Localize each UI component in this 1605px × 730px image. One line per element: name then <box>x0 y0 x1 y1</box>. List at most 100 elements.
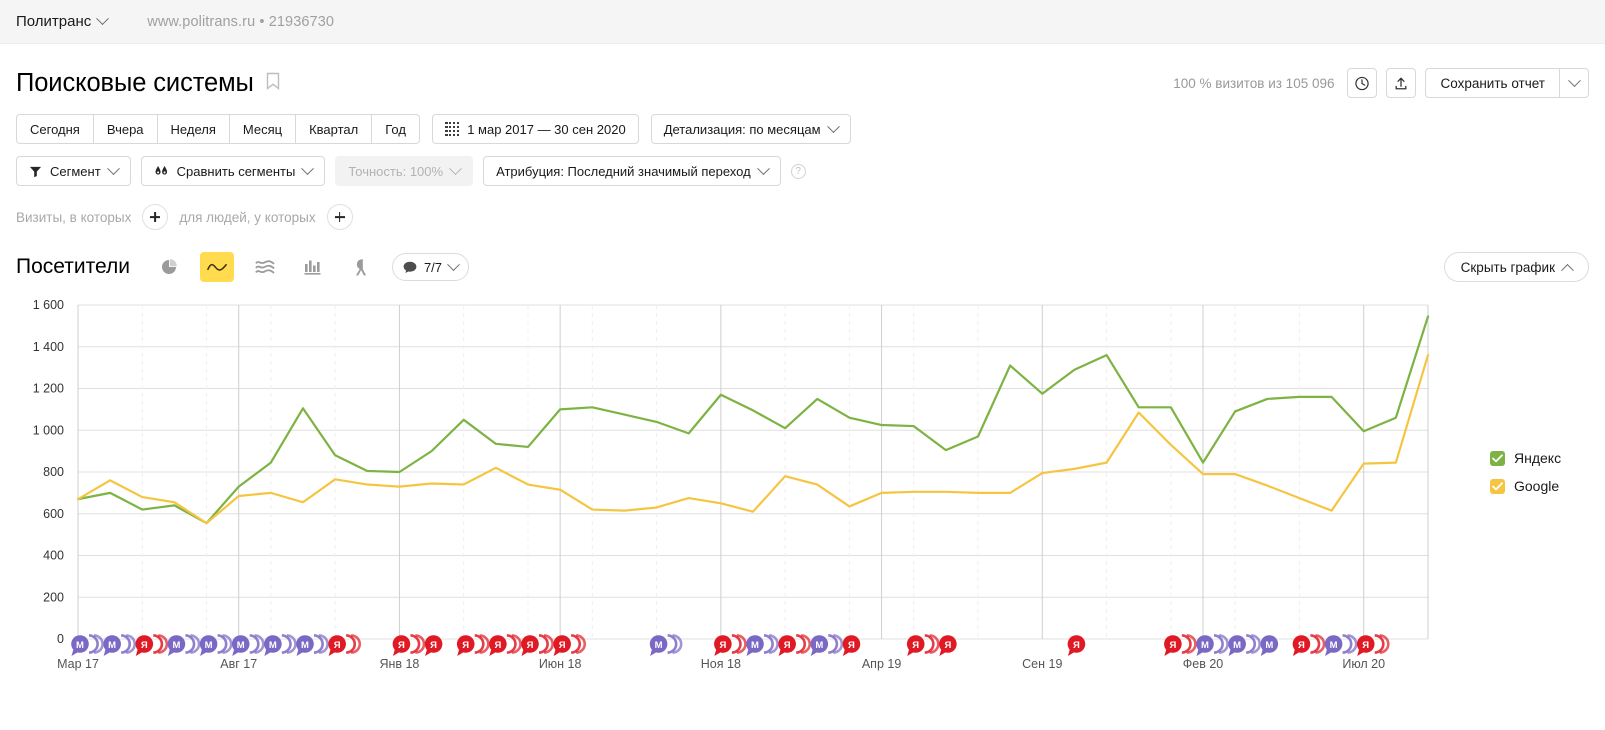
report-title-row: Поисковые системы 100 % визитов из 105 0… <box>0 44 1605 100</box>
detail-level-selector[interactable]: Детализация: по месяцам <box>650 114 851 144</box>
hide-chart-button[interactable]: Скрыть график <box>1443 252 1589 282</box>
chart-annotation-marker[interactable]: Я <box>842 635 861 656</box>
compare-segments-button[interactable]: Сравнить сегменты <box>140 156 326 186</box>
annotation-glyph: M <box>301 640 309 651</box>
chart-annotation-marker[interactable]: M <box>103 634 137 656</box>
y-axis-tick-label: 200 <box>43 590 64 604</box>
annotation-glyph: Я <box>912 640 919 651</box>
chevron-down-icon <box>1567 73 1581 87</box>
chart-annotation-marker[interactable]: M <box>1260 635 1279 656</box>
chart-toolbar: Посетители <box>0 230 1605 282</box>
chart-annotation-marker[interactable]: M <box>1196 634 1229 656</box>
visits-info: 100 % визитов из 105 096 <box>1173 75 1335 91</box>
chart-annotation-marker[interactable]: Я <box>489 634 522 656</box>
chart-annotation-marker[interactable]: M <box>746 634 779 656</box>
chart-annotation-marker[interactable]: M <box>199 634 233 656</box>
x-axis-tick-label: Апр 19 <box>862 657 901 671</box>
legend-item-google[interactable]: Google <box>1490 478 1561 494</box>
accuracy-label: Точность: 100% <box>348 163 444 179</box>
pie-chart-icon-button[interactable] <box>152 252 186 282</box>
site-selector[interactable]: Политранс <box>16 12 110 30</box>
clock-history-icon-button[interactable] <box>1347 68 1378 98</box>
chart-annotation-marker[interactable]: M <box>1324 634 1358 656</box>
date-range-value: 1 мар 2017 — 30 сен 2020 <box>467 121 626 137</box>
chart-annotation-marker[interactable]: M <box>264 634 297 656</box>
chart-annotation-marker[interactable]: M <box>1228 634 1262 656</box>
visitors-line-chart[interactable]: 0 200 400 600 800 1 000 1 200 1 400 1 600 Мар 17 А… <box>0 296 1605 676</box>
chart-annotation-marker[interactable]: Я <box>906 634 940 656</box>
attribution-selector[interactable]: Атрибуция: Последний значимый переход <box>483 156 781 186</box>
question-mark-icon[interactable]: ? <box>790 163 806 179</box>
map-pin-icon-button[interactable] <box>344 252 378 282</box>
metric-title: Посетители <box>16 255 130 278</box>
chart-annotation-marker[interactable]: Я <box>778 634 812 656</box>
save-report-dropdown-button[interactable] <box>1559 68 1589 98</box>
calendar-grid-icon <box>444 121 460 137</box>
chevron-down-icon <box>447 257 460 271</box>
add-visit-condition-button[interactable] <box>142 204 169 230</box>
filters-toolbar: Сегмент Сравнить сегменты Точность: 100%… <box>0 144 1605 186</box>
bar-chart-icon-button[interactable] <box>296 252 330 282</box>
quick-range-year[interactable]: Год <box>372 114 420 144</box>
chart-annotation-marker[interactable]: Я <box>939 635 957 656</box>
site-meta: www.politrans.ru • 21936730 <box>147 14 334 30</box>
quick-range-today[interactable]: Сегодня <box>16 114 94 144</box>
date-range-picker[interactable]: 1 мар 2017 — 30 сен 2020 <box>431 114 639 144</box>
y-axis-tick-label: 1 000 <box>33 423 64 437</box>
chart-annotation-marker[interactable]: Я <box>392 634 426 656</box>
annotation-glyph: M <box>815 640 823 651</box>
chart-annotation-marker[interactable]: Я <box>424 635 443 656</box>
quick-range-week[interactable]: Неделя <box>157 114 230 144</box>
legend-label-yandex: Яндекс <box>1514 450 1562 466</box>
quick-range-yesterday[interactable]: Вчера <box>93 114 158 144</box>
comments-count: 7/7 <box>423 259 443 275</box>
save-report-group: Сохранить отчет <box>1425 68 1589 98</box>
segment-button[interactable]: Сегмент <box>16 156 131 186</box>
comments-toggle-button[interactable]: 7/7 <box>391 253 470 281</box>
annotation-glyph: M <box>269 640 277 651</box>
annotation-glyph: Я <box>784 640 791 651</box>
legend-label-google: Google <box>1514 478 1560 494</box>
y-axis-tick-label: 1 200 <box>33 382 64 396</box>
area-chart-icon-button[interactable] <box>248 252 282 282</box>
chevron-down-icon <box>826 119 840 133</box>
y-axis-tick-label: 800 <box>43 465 64 479</box>
save-report-button[interactable]: Сохранить отчет <box>1425 68 1559 98</box>
chevron-down-icon <box>106 161 120 175</box>
detail-level-label: Детализация: по месяцам <box>663 121 821 137</box>
chart-annotation-marker[interactable]: Я <box>328 634 362 656</box>
export-upload-icon-button[interactable] <box>1386 68 1417 98</box>
chart-annotation-marker[interactable]: Я <box>1292 634 1326 656</box>
y-axis-tick-label: 400 <box>43 549 64 563</box>
chart-annotation-marker[interactable]: M <box>649 634 683 656</box>
accuracy-selector[interactable]: Точность: 100% <box>335 156 474 186</box>
annotation-glyph: M <box>1201 640 1209 651</box>
annotation-glyph: Я <box>1169 640 1176 651</box>
series-line-яндекс[interactable] <box>76 315 1430 525</box>
chart-annotation-marker[interactable]: Я <box>1164 634 1197 656</box>
chart-legend: Яндекс Google <box>1490 450 1561 494</box>
legend-item-yandex[interactable]: Яндекс <box>1490 450 1561 466</box>
chart-annotation-marker[interactable]: M <box>810 634 844 656</box>
legend-checkbox-google[interactable] <box>1490 478 1505 494</box>
chart-annotation-marker[interactable]: Я <box>521 634 554 656</box>
legend-checkbox-yandex[interactable] <box>1490 450 1505 466</box>
quick-range-quarter[interactable]: Квартал <box>296 114 373 144</box>
series-line-google[interactable] <box>76 353 1430 525</box>
chart-annotation-marker[interactable]: Я <box>1067 635 1086 656</box>
chart-annotation-marker[interactable]: M <box>71 634 104 656</box>
chart-annotation-marker[interactable]: M <box>231 634 265 656</box>
chart-annotation-marker[interactable]: Я <box>553 634 587 656</box>
annotation-glyph: M <box>76 640 84 651</box>
quick-range-month[interactable]: Месяц <box>229 114 297 144</box>
chart-annotation-marker[interactable]: Я <box>456 634 490 656</box>
chart-annotation-marker[interactable]: M <box>167 634 201 656</box>
line-chart-icon-button[interactable] <box>199 252 234 282</box>
add-people-condition-button[interactable] <box>326 204 353 230</box>
bookmark-icon[interactable] <box>266 72 280 95</box>
comment-bubble-icon <box>403 261 417 273</box>
chart-annotation-marker[interactable]: Я <box>135 634 169 656</box>
chart-annotation-marker[interactable]: Я <box>1356 634 1390 656</box>
chart-annotation-marker[interactable]: M <box>296 634 329 656</box>
chart-annotation-marker[interactable]: Я <box>714 634 747 656</box>
